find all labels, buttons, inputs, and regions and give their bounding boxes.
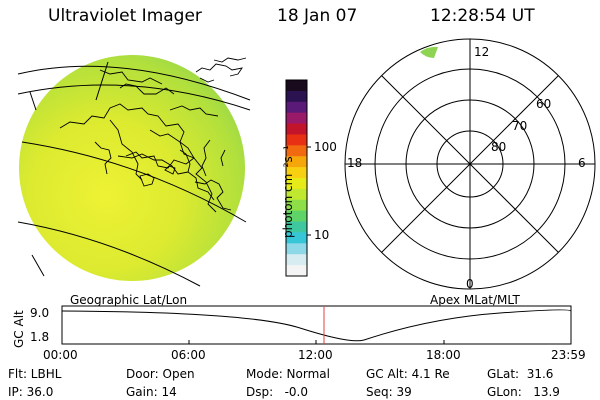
polar-label-lat-60: 60	[536, 97, 552, 111]
colorbar-band	[286, 232, 307, 244]
colorbar-band	[286, 243, 307, 255]
colorbar-band	[286, 112, 307, 125]
info-flt: Flt: LBHL	[8, 367, 62, 381]
info-ip: IP: 36.0	[8, 385, 54, 399]
timeline-tick-1: 06:00	[171, 348, 206, 362]
info-glat: GLat: 31.6	[487, 367, 554, 381]
info-mode: Mode: Normal	[246, 367, 330, 381]
timeline-tick-3: 18:00	[426, 348, 461, 362]
info-glon: GLon: 13.9	[487, 385, 560, 399]
polar-plot	[344, 38, 596, 290]
colorbar	[285, 79, 311, 277]
polar-label-lat-70: 70	[512, 119, 528, 133]
polar-label-lat-80: 80	[491, 140, 507, 154]
colorbar-band	[286, 101, 307, 114]
app-title: Ultraviolet Imager	[48, 6, 202, 26]
timeline-axis-title: GC Alt	[12, 310, 26, 348]
info-dsp: Dsp: -0.0	[246, 385, 309, 399]
geographic-label: Geographic Lat/Lon	[70, 293, 188, 307]
coastlines	[59, 69, 232, 213]
polar-label-mlt-6: 6	[578, 156, 586, 170]
colorbar-band	[286, 199, 307, 212]
colorbar-band	[286, 156, 307, 168]
coastlines-outer	[195, 57, 247, 83]
timeline-tick-0: 00:00	[43, 348, 78, 362]
colorbar-band	[286, 80, 307, 92]
colorbar-band	[286, 134, 307, 146]
polar-label-mlt-18: 18	[347, 156, 363, 170]
colorbar-band	[286, 167, 307, 179]
colorbar-band	[286, 123, 307, 135]
polar-emission-patch	[420, 46, 438, 58]
polar-label-mlt-0: 0	[466, 277, 474, 291]
timeline-tick-4: 23:59	[551, 348, 586, 362]
colorbar-unit-label: photon cm⁻²s⁻¹	[281, 145, 295, 238]
lat-grid-lines	[17, 61, 251, 287]
colorbar-tick-10: 10	[314, 228, 330, 242]
colorbar-band	[286, 221, 307, 233]
colorbar-band	[286, 210, 307, 223]
info-gain: Gain: 14	[126, 385, 177, 399]
apex-label: Apex MLat/MLT	[430, 293, 520, 307]
altitude-timeline	[61, 305, 572, 345]
timeline-y-top: 9.0	[30, 306, 50, 320]
colorbar-band	[286, 265, 307, 277]
info-door: Door: Open	[126, 367, 195, 381]
info-gcalt: GC Alt: 4.1 Re	[366, 367, 450, 381]
timeline-tick-2: 12:00	[298, 348, 333, 362]
polar-label-mlt-12: 12	[474, 45, 490, 59]
colorbar-band	[286, 145, 307, 157]
timeline-y-bottom: 1.8	[30, 330, 50, 344]
colorbar-band	[286, 90, 307, 103]
earth-image	[19, 55, 247, 281]
time-label: 12:28:54 UT	[430, 6, 535, 26]
colorbar-band	[286, 178, 307, 190]
colorbar-tick-100: 100	[314, 140, 337, 154]
info-seq: Seq: 39	[366, 385, 412, 399]
altitude-curve	[61, 309, 572, 342]
date-label: 18 Jan 07	[277, 6, 358, 26]
colorbar-band	[286, 254, 307, 266]
colorbar-band	[286, 188, 307, 201]
